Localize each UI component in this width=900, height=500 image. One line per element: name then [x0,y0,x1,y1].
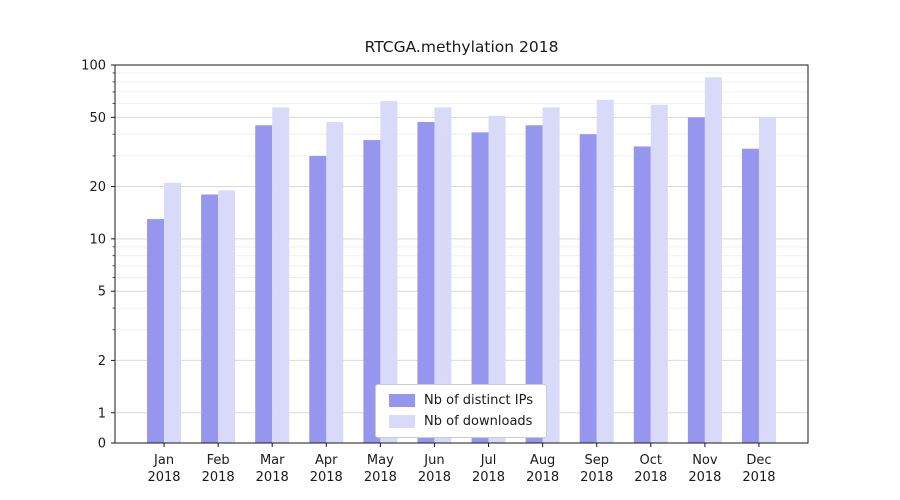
chart-title: RTCGA.methylation 2018 [364,38,559,56]
bar-distinct-ips [417,122,435,443]
y-tick-label: 20 [89,180,106,195]
bar-downloads [650,104,668,444]
legend-swatch-downloads [389,415,416,428]
y-tick-label: 0 [98,437,106,452]
x-tick-label-month: Dec [746,453,771,468]
x-tick-label-month: Apr [315,453,338,468]
bar-downloads [704,77,722,443]
bar-downloads [164,182,182,443]
bar-downloads [758,117,776,444]
bar-distinct-ips [525,125,543,443]
bar-distinct-ips [147,219,165,443]
x-tick-label-year: 2018 [634,470,667,485]
x-tick-label-month: Aug [530,453,555,468]
x-tick-label-year: 2018 [418,470,451,485]
x-tick-label-month: Jan [153,453,174,468]
bar-distinct-ips [363,140,381,443]
y-tick-label: 2 [98,354,106,369]
legend-item-distinct-ips: Nb of distinct IPs [389,393,533,408]
x-tick-label-year: 2018 [688,470,721,485]
bar-downloads [434,107,452,443]
y-tick-label: 1 [98,406,106,421]
legend-item-downloads: Nb of downloads [389,414,533,429]
x-tick-label-year: 2018 [147,470,180,485]
x-tick-label-year: 2018 [526,470,559,485]
bar-downloads [380,101,398,443]
y-tick-label: 5 [98,285,106,300]
x-tick-label-year: 2018 [256,470,289,485]
bar-distinct-ips [687,117,705,444]
x-tick-label-month: May [367,453,394,468]
bar-downloads [272,107,290,443]
bar-distinct-ips [741,148,759,443]
legend-swatch-distinct-ips [389,394,416,407]
x-tick-label-month: Jul [480,453,497,468]
x-tick-label-year: 2018 [310,470,343,485]
bar-distinct-ips [255,125,273,443]
x-tick-label-year: 2018 [742,470,775,485]
bar-distinct-ips [579,134,597,444]
x-tick-label-year: 2018 [580,470,613,485]
bar-distinct-ips [201,194,219,443]
y-tick-label: 50 [89,111,106,126]
x-tick-label-year: 2018 [472,470,505,485]
x-tick-label-month: Sep [584,453,609,468]
x-tick-label-year: 2018 [364,470,397,485]
y-tick-label: 10 [89,232,106,247]
x-tick-label-year: 2018 [202,470,235,485]
bar-downloads [596,99,614,444]
legend: Nb of distinct IPs Nb of downloads [375,384,547,438]
legend-label-downloads: Nb of downloads [424,414,533,429]
x-tick-label-month: Mar [260,453,285,468]
plot-border [114,64,809,444]
bar-distinct-ips [633,146,651,444]
bar-downloads [542,107,560,443]
legend-label-distinct-ips: Nb of distinct IPs [424,393,533,408]
bar-distinct-ips [309,155,327,443]
x-tick-label-month: Jun [423,453,444,468]
x-tick-label-month: Nov [692,453,718,468]
y-tick-label: 100 [81,59,106,74]
bar-downloads [218,190,236,443]
x-tick-label-month: Feb [207,453,230,468]
x-tick-label-month: Oct [640,453,662,468]
bar-distinct-ips [471,132,489,443]
bar-downloads [326,122,344,443]
bar-downloads [488,115,506,444]
